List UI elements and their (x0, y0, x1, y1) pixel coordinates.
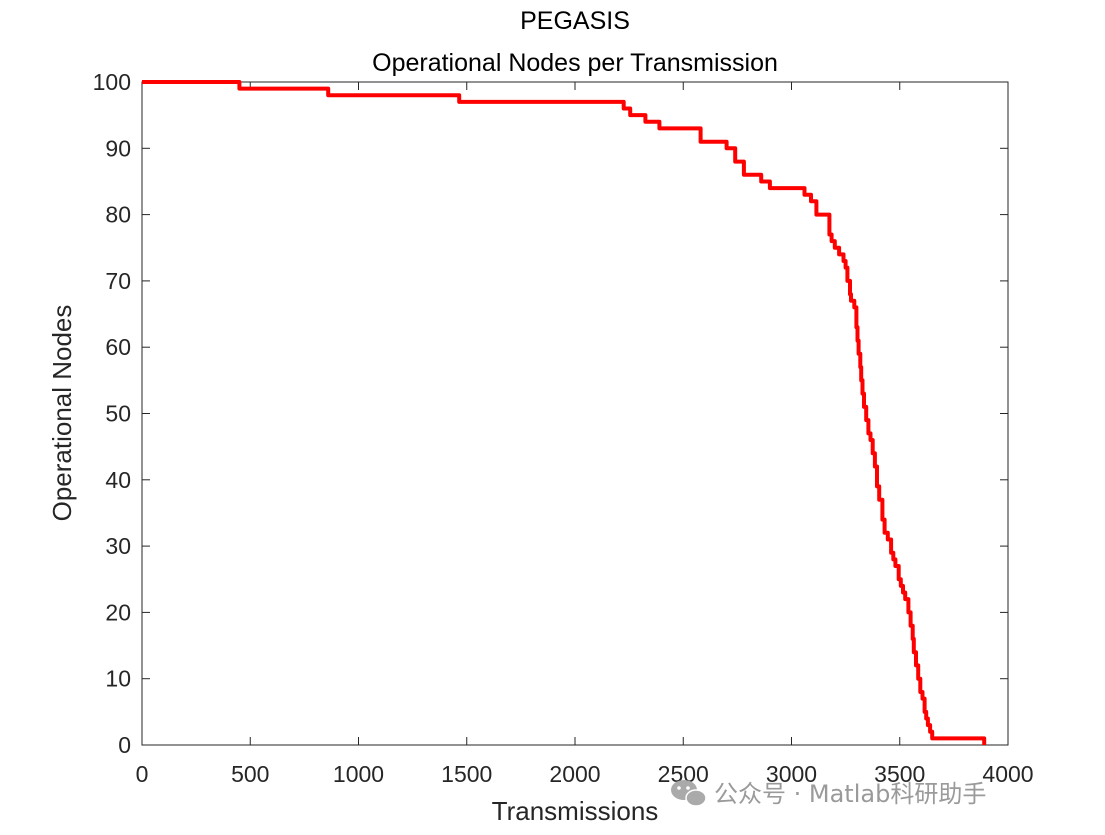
plot-area (141, 81, 1009, 746)
x-tick-label: 0 (136, 761, 149, 787)
x-tick-label: 500 (231, 761, 269, 787)
y-tick-label: 30 (105, 533, 131, 559)
chart-subtitle: Operational Nodes per Transmission (372, 49, 778, 77)
x-tick-label: 2000 (549, 761, 600, 787)
chart-title: PEGASIS (520, 7, 630, 35)
y-tick-label: 50 (105, 401, 131, 427)
y-axis-label: Operational Nodes (47, 305, 77, 522)
x-tick-label: 4000 (982, 761, 1033, 787)
x-tick-label: 3500 (874, 761, 925, 787)
x-tick-label: 1500 (441, 761, 492, 787)
y-tick-label: 100 (93, 69, 131, 95)
x-axis-ticks: 0 500 1000 1500 2000 2500 3000 3500 4000 (136, 82, 1034, 787)
wechat-icon (671, 780, 707, 807)
y-axis-ticks: 0 10 20 30 40 50 60 70 80 90 100 (93, 69, 1008, 758)
series-layer (142, 80, 987, 745)
y-tick-label: 0 (118, 732, 131, 758)
y-tick-label: 70 (105, 268, 131, 294)
x-tick-label: 3000 (766, 761, 817, 787)
y-tick-label: 10 (105, 666, 131, 692)
y-tick-label: 20 (105, 599, 131, 625)
y-tick-label: 40 (105, 467, 131, 493)
series-line (142, 80, 987, 745)
y-tick-label: 80 (105, 202, 131, 228)
x-axis-label: Transmissions (492, 796, 659, 826)
watermark: 公众号 · Matlab科研助手 (671, 780, 986, 808)
x-tick-label: 1000 (333, 761, 384, 787)
y-tick-label: 60 (105, 334, 131, 360)
watermark-text: 公众号 · Matlab科研助手 (714, 780, 986, 808)
y-tick-label: 90 (105, 135, 131, 161)
